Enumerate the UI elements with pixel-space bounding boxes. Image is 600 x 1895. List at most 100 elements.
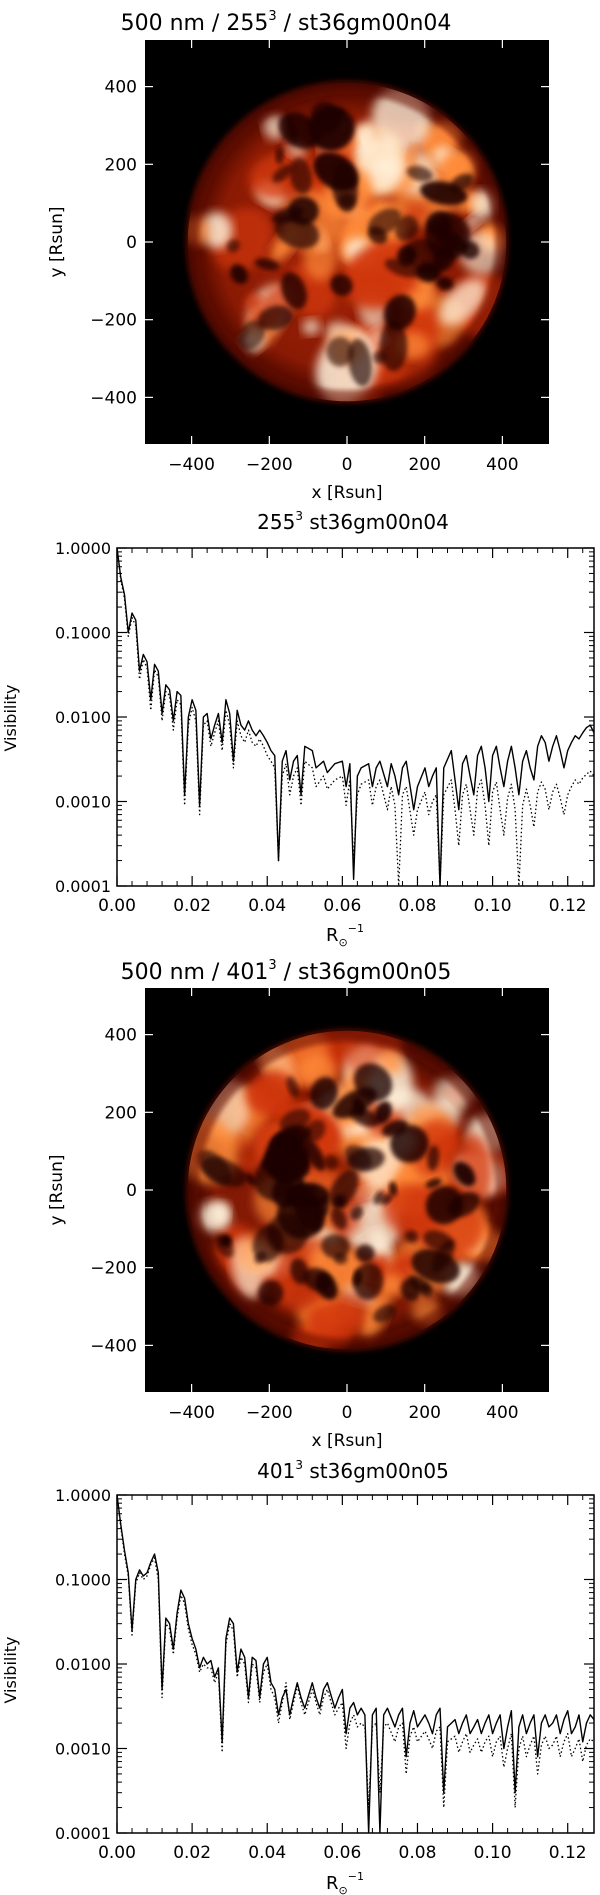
- dark-lane: [384, 258, 419, 278]
- dark-lane: [289, 157, 313, 195]
- x-tick-label: −400: [168, 455, 215, 475]
- dark-lane: [355, 1244, 375, 1263]
- granule: [333, 1291, 369, 1326]
- x-tick-label: 0.10: [474, 1843, 512, 1863]
- dark-lane: [368, 208, 402, 236]
- dark-lane: [245, 1173, 256, 1186]
- x-tick-label: −400: [168, 1403, 215, 1423]
- dark-lane: [374, 1101, 392, 1125]
- dark-lane: [425, 1185, 464, 1225]
- dark-lane: [281, 272, 307, 310]
- dark-lane: [330, 274, 353, 296]
- dark-lane: [436, 276, 454, 290]
- x-axis-label: x [Rsun]: [312, 1431, 383, 1451]
- star-surface: [184, 1027, 510, 1353]
- axes: 0.00 0.02 0.04 0.06 0.08 0.10 0.12 0.0001 0.0010…: [55, 539, 595, 916]
- y-tick-label: 0.0001: [55, 877, 111, 896]
- y-tick-label: 0: [126, 233, 137, 253]
- dark-lane: [230, 264, 248, 284]
- y-tick-label: 0.1000: [55, 1571, 111, 1590]
- granule: [378, 1273, 403, 1298]
- panel-title: 500 nm / 4013 / st36gm00n05: [121, 958, 452, 985]
- dark-lane: [347, 1147, 385, 1172]
- dark-lane: [290, 1258, 309, 1285]
- dark-lane: [326, 336, 354, 367]
- panel-image-401: 500 nm / 4013 / st36gm00n05 −400 −200 0 200…: [47, 958, 549, 1451]
- dark-lane: [329, 1169, 359, 1209]
- granulation: [187, 87, 507, 402]
- granule: [378, 1048, 403, 1075]
- panel-title: 500 nm / 2553 / st36gm00n04: [121, 9, 452, 36]
- x-tick-label: 0.04: [248, 1843, 286, 1863]
- y-tick-label: −400: [90, 388, 137, 408]
- axes: −400 −200 0 200 400 −400 −200 0 200 400: [90, 988, 549, 1423]
- x-tick-label: 0.06: [323, 896, 361, 916]
- x-tick-label: 0: [342, 455, 353, 475]
- y-tick-label: 400: [105, 1026, 137, 1046]
- y-tick-label: 1.0000: [55, 539, 111, 558]
- x-tick-label: 200: [408, 1403, 440, 1423]
- dark-lane: [390, 1124, 429, 1163]
- dark-lane: [373, 1304, 397, 1323]
- granule: [376, 156, 397, 177]
- dark-lane: [275, 146, 284, 165]
- dark-lane: [425, 1178, 442, 1189]
- dark-lane: [379, 321, 408, 372]
- y-axis-label: Visibility: [1, 1636, 20, 1703]
- dark-lane: [270, 1128, 303, 1154]
- series-solid: [117, 1495, 594, 1833]
- x-tick-label: −200: [246, 1403, 293, 1423]
- y-tick-label: 200: [105, 1103, 137, 1123]
- dark-lane: [197, 1149, 232, 1186]
- dark-lane: [427, 1145, 440, 1171]
- y-tick-label: −200: [90, 1259, 137, 1279]
- dark-lane: [405, 1230, 419, 1243]
- star-surface: [184, 79, 510, 405]
- plot-lines: [117, 548, 594, 886]
- series-group: [117, 548, 594, 886]
- x-tick-label: 0: [342, 1403, 353, 1423]
- dark-lane: [226, 239, 240, 253]
- y-tick-label: −200: [90, 311, 137, 331]
- granule: [408, 144, 418, 161]
- dark-lane: [252, 1224, 284, 1263]
- dark-lane: [453, 1161, 476, 1187]
- dark-lane: [286, 1076, 299, 1098]
- dark-lane: [381, 1194, 393, 1205]
- limb: [184, 79, 510, 405]
- series-dotted: [117, 1495, 594, 1809]
- granule: [302, 319, 321, 335]
- axes: 0.00 0.02 0.04 0.06 0.08 0.10 0.12 0.0001 0.0010…: [55, 1486, 595, 1863]
- x-axis-label: R⊙−1: [326, 1870, 364, 1895]
- panel-image-255: 500 nm / 2553 / st36gm00n04 −400 −200 0 200…: [47, 9, 549, 503]
- dark-lane: [279, 1108, 311, 1133]
- x-tick-label: 0.08: [399, 1843, 437, 1863]
- x-tick-label: 0.12: [549, 1843, 587, 1863]
- dark-lane: [308, 105, 355, 151]
- x-tick-label: 0.02: [173, 1843, 211, 1863]
- dark-lane: [423, 1230, 454, 1252]
- dark-lane: [315, 1272, 338, 1300]
- dark-lane: [404, 238, 449, 274]
- x-tick-label: 0.02: [173, 896, 211, 916]
- x-tick-label: 400: [486, 1403, 518, 1423]
- y-tick-label: 0.0010: [55, 793, 111, 812]
- granule: [369, 1228, 385, 1245]
- x-tick-label: 0.00: [98, 1843, 136, 1863]
- x-tick-label: 0.04: [248, 896, 286, 916]
- dark-lane: [415, 262, 441, 283]
- panel-title: 2553 st36gm00n04: [257, 509, 449, 534]
- x-axis-label: x [Rsun]: [312, 483, 383, 503]
- granule: [464, 214, 481, 230]
- y-tick-label: 0: [126, 1181, 137, 1201]
- dark-lane: [257, 1280, 284, 1306]
- panel-visibility-255: 2553 st36gm00n04 0.00 0.02 0.04 0.06 0.08 0.1…: [1, 509, 595, 949]
- y-tick-label: 1.0000: [55, 1486, 111, 1505]
- y-tick-label: 0.0001: [55, 1824, 111, 1843]
- dark-lane: [331, 162, 358, 213]
- granule: [439, 278, 486, 326]
- dark-lane: [238, 320, 266, 351]
- dark-lane: [289, 1185, 318, 1199]
- dark-lane: [292, 1188, 324, 1232]
